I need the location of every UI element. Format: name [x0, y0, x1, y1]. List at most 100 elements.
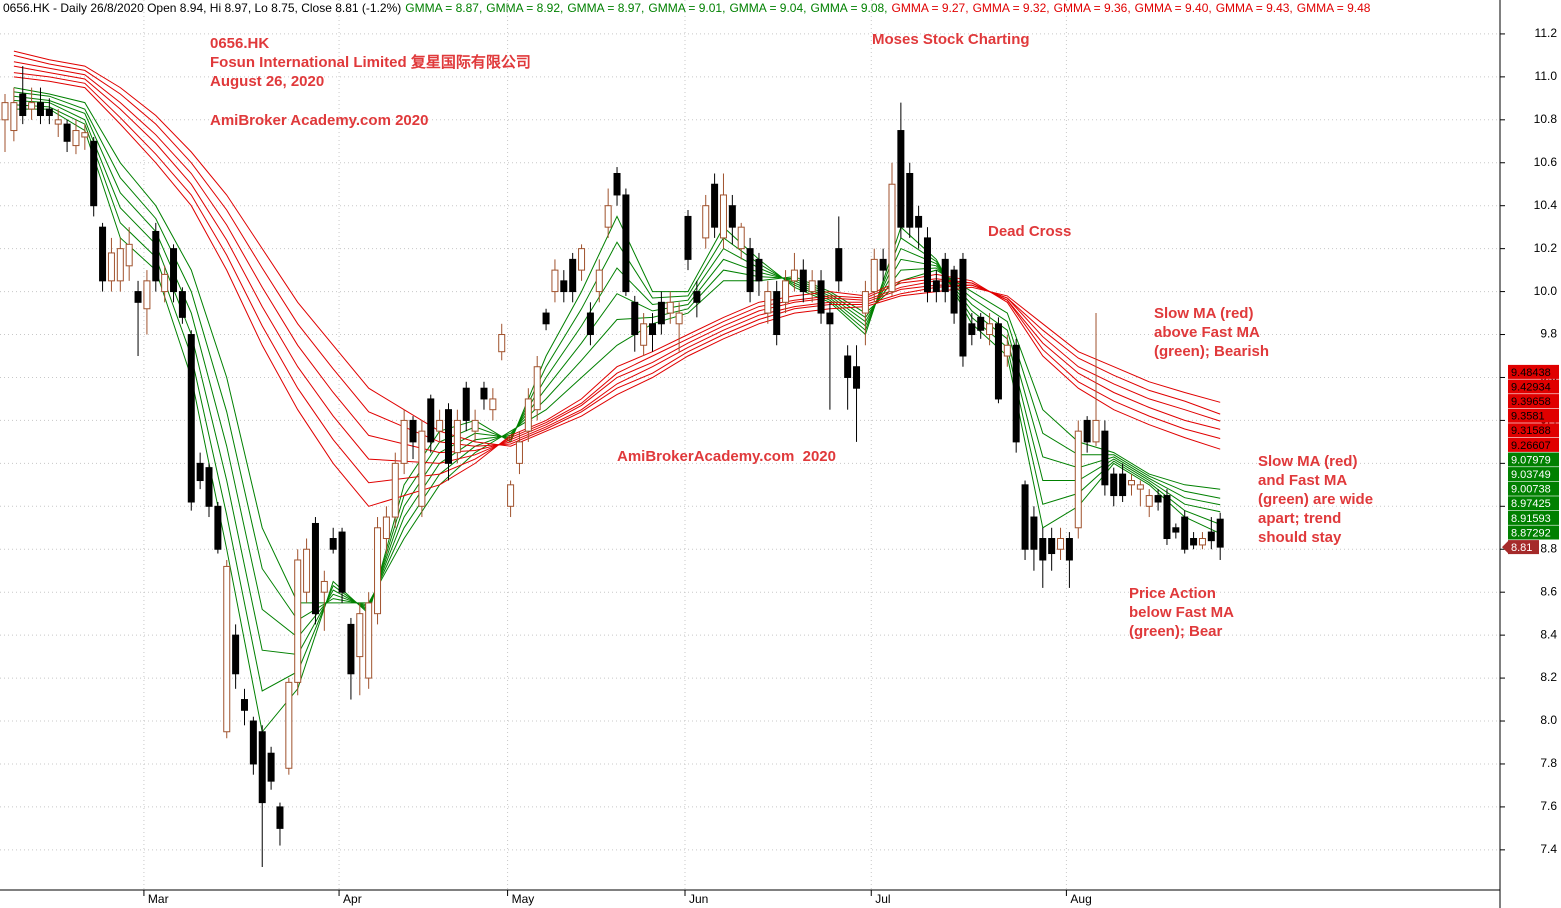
candle-body — [382, 516, 390, 540]
y-tick-label: 10.8 — [1534, 112, 1558, 126]
value-box-label: 8.97425 — [1511, 498, 1551, 510]
candle-body — [844, 355, 852, 378]
annotation: Slow MA (red) — [1258, 453, 1357, 470]
candle-body — [285, 681, 293, 769]
candle-body — [445, 409, 452, 464]
x-tick-label: Apr — [343, 892, 362, 906]
candle-body — [755, 258, 763, 282]
candle-body — [604, 205, 612, 228]
candle-body — [994, 323, 1002, 400]
candle-body — [675, 312, 683, 325]
y-tick-label: 9.8 — [1540, 327, 1557, 341]
candle-body — [932, 280, 940, 293]
candle-body — [613, 172, 621, 196]
ma-line — [13, 65, 1221, 464]
candle-body — [719, 194, 727, 239]
candle-body — [808, 280, 816, 293]
candle-body — [551, 269, 559, 293]
candle-body — [311, 522, 319, 615]
candle-body — [1172, 527, 1180, 533]
candle-body — [817, 280, 825, 314]
candle-body — [81, 132, 89, 138]
candle-body — [125, 243, 133, 267]
candle-body — [365, 602, 373, 679]
ma-line — [13, 50, 1221, 447]
y-tick-label: 8.2 — [1540, 670, 1557, 684]
candle-body — [116, 248, 124, 282]
legend-entry: GMMA = 9.40, — [1134, 1, 1212, 15]
candle-body — [684, 215, 692, 260]
candle-body — [489, 398, 497, 411]
value-box — [1508, 364, 1559, 379]
candle-body — [657, 301, 665, 325]
candle-body — [240, 699, 248, 711]
candle-body — [728, 205, 736, 228]
candle-body — [1216, 518, 1224, 548]
candle-body — [10, 102, 18, 132]
legend-entry: GMMA = 9.36, — [1053, 1, 1131, 15]
legend-entry: GMMA = 9.04, — [729, 1, 807, 15]
candle-body — [533, 366, 541, 411]
value-box-label: 8.87292 — [1511, 527, 1551, 539]
candle-body — [409, 419, 417, 443]
value-box-label: 9.42934 — [1511, 381, 1551, 393]
value-box — [1508, 452, 1559, 467]
candle-body — [507, 484, 515, 507]
candle-body — [1154, 495, 1162, 503]
candle-body — [870, 258, 878, 293]
candle-body — [569, 258, 577, 293]
candle-body — [640, 323, 648, 346]
candle-body — [631, 301, 639, 336]
candle-body — [737, 226, 745, 250]
value-box-label: 8.81 — [1511, 542, 1532, 554]
value-box — [1508, 394, 1559, 409]
candle-body — [542, 312, 550, 325]
header: 0656.HK - Daily 26/8/2020 Open 8.94, Hi … — [3, 1, 1374, 15]
candle-body — [622, 194, 630, 293]
ma-line — [13, 61, 1221, 454]
candle-body — [1003, 344, 1011, 357]
price-arrow — [1502, 540, 1509, 555]
legend-entry: GMMA = 9.32, — [972, 1, 1050, 15]
legend-entry: GMMA = 9.01, — [648, 1, 726, 15]
legend-entry: GMMA = 8.92, — [486, 1, 564, 15]
annotation: should stay — [1258, 529, 1342, 546]
value-box-label: 9.31588 — [1511, 425, 1551, 437]
y-tick-label: 10.4 — [1534, 198, 1558, 212]
candle-body — [1048, 538, 1056, 555]
candle-body — [1207, 531, 1215, 542]
candle-body — [196, 462, 204, 482]
candle-body — [1083, 419, 1091, 443]
value-box-label: 9.26607 — [1511, 440, 1551, 452]
candle-body — [418, 430, 426, 507]
candle-body — [72, 130, 80, 147]
candle-body — [1145, 495, 1153, 507]
candle-body — [107, 252, 115, 282]
legend-entry: GMMA = 8.97, — [567, 1, 645, 15]
candle-body — [1021, 484, 1029, 550]
y-tick-label: 7.6 — [1540, 799, 1557, 813]
y-tick-label: 11.2 — [1535, 26, 1558, 40]
header-text: 0656.HK - Daily 26/8/2020 Open 8.94, Hi … — [3, 1, 402, 15]
value-box — [1508, 467, 1559, 482]
value-box-label: 9.00738 — [1511, 484, 1551, 496]
x-tick-label: Jul — [875, 892, 890, 906]
candle-body — [586, 312, 594, 336]
value-box — [1508, 423, 1559, 438]
y-tick-label: 10.6 — [1534, 155, 1558, 169]
ma-line — [13, 72, 1221, 484]
candle-body — [453, 419, 461, 454]
candle-body — [879, 258, 887, 271]
candle-body — [1127, 480, 1135, 486]
y-tick-label: 7.8 — [1540, 756, 1557, 770]
candle-body — [1181, 516, 1189, 550]
candle-body — [427, 398, 435, 443]
value-box-label: 9.48438 — [1511, 367, 1551, 379]
candle-body — [1198, 538, 1206, 546]
candle-body — [1163, 495, 1171, 540]
candle-body — [790, 269, 798, 282]
candle-body — [906, 172, 914, 228]
candle-body — [303, 548, 311, 593]
value-box-label: 8.91593 — [1511, 513, 1551, 525]
candle-body — [1030, 516, 1038, 550]
